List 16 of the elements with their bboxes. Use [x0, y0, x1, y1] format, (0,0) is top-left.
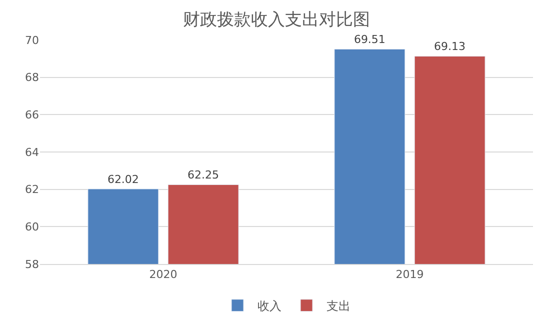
y-tick-label: 66: [25, 108, 39, 122]
data-label: 62.25: [188, 168, 220, 182]
y-tick-label: 60: [25, 220, 39, 234]
y-tick-label: 70: [25, 34, 39, 47]
y-tick-label: 68: [25, 71, 39, 84]
legend-label: 收入: [258, 299, 282, 314]
legend-label: 支出: [326, 299, 350, 314]
x-tick-label: 2019: [396, 268, 424, 282]
x-tick-label: 2020: [149, 268, 178, 282]
data-label: 69.51: [354, 33, 386, 46]
data-label: 62.02: [107, 172, 139, 186]
y-tick-label: 64: [25, 146, 39, 159]
y-tick-label: 58: [25, 258, 39, 271]
data-label: 69.13: [434, 40, 466, 54]
chart-title: 财政拨款收入支出对比图: [183, 10, 370, 30]
y-tick-label: 62: [25, 183, 39, 196]
